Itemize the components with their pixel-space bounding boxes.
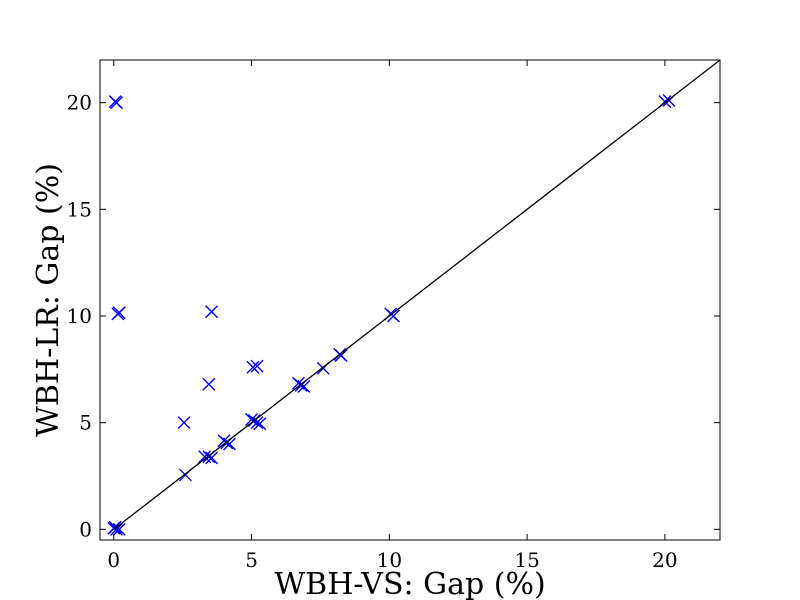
data-point: [110, 96, 124, 110]
data-point: [386, 309, 400, 323]
data-point: [177, 416, 191, 430]
y-tick-label: 10: [67, 304, 92, 328]
data-point: [112, 522, 126, 536]
plot-frame: [99, 59, 721, 541]
x-tick-label: 0: [107, 548, 120, 572]
y-tick-label: 15: [67, 197, 92, 221]
data-point: [223, 437, 237, 451]
data-point: [202, 377, 216, 391]
y-axis-label: WBH-LR: Gap (%): [31, 163, 66, 437]
data-point: [297, 379, 311, 393]
x-tick-label: 20: [652, 548, 677, 572]
y-tick-label: 20: [67, 91, 92, 115]
reference-line: [113, 59, 721, 530]
data-point: [110, 522, 124, 536]
y-tick-label: 0: [79, 517, 92, 541]
y-tick-label: 5: [79, 411, 92, 435]
data-point: [112, 306, 126, 320]
x-tick-label: 5: [245, 548, 258, 572]
data-point: [205, 305, 219, 319]
x-axis-label: WBH-VS: Gap (%): [274, 567, 545, 600]
x-tick-label: 15: [514, 548, 539, 572]
data-point: [205, 451, 219, 465]
data-point: [334, 348, 348, 362]
data-point: [246, 360, 260, 374]
x-tick-label: 10: [377, 548, 402, 572]
axis-ticks: 0 5 10 15 20 0 5 10 15 20: [67, 60, 720, 572]
data-point: [250, 359, 264, 373]
data-point: [250, 416, 264, 430]
